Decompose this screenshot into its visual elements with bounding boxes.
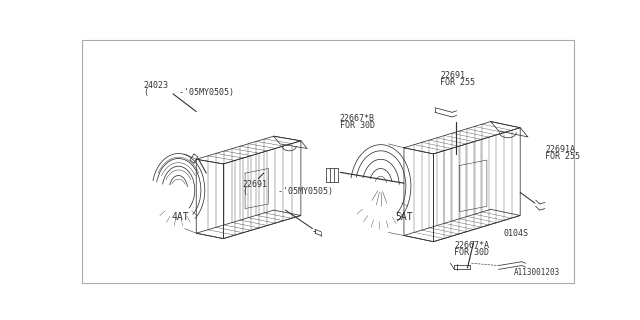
Text: 22691: 22691: [440, 71, 465, 80]
Text: (      -'05MY0505): ( -'05MY0505): [143, 88, 234, 97]
Text: 22667*B: 22667*B: [340, 114, 374, 123]
Text: 5AT: 5AT: [395, 212, 413, 222]
Text: FOR 255: FOR 255: [545, 152, 580, 161]
Text: A113001203: A113001203: [515, 268, 561, 277]
Text: 22691A: 22691A: [545, 145, 575, 154]
Text: 24023: 24023: [143, 81, 168, 90]
Text: 22667*A: 22667*A: [454, 241, 490, 250]
Text: FOR 30D: FOR 30D: [454, 248, 490, 257]
Text: (      -'05MY0505): ( -'05MY0505): [243, 187, 333, 196]
Text: FOR 30D: FOR 30D: [340, 121, 374, 130]
Text: 4AT: 4AT: [172, 212, 189, 222]
Text: 0104S: 0104S: [504, 228, 529, 237]
Text: 22691: 22691: [243, 180, 268, 189]
Text: FOR 255: FOR 255: [440, 78, 476, 87]
